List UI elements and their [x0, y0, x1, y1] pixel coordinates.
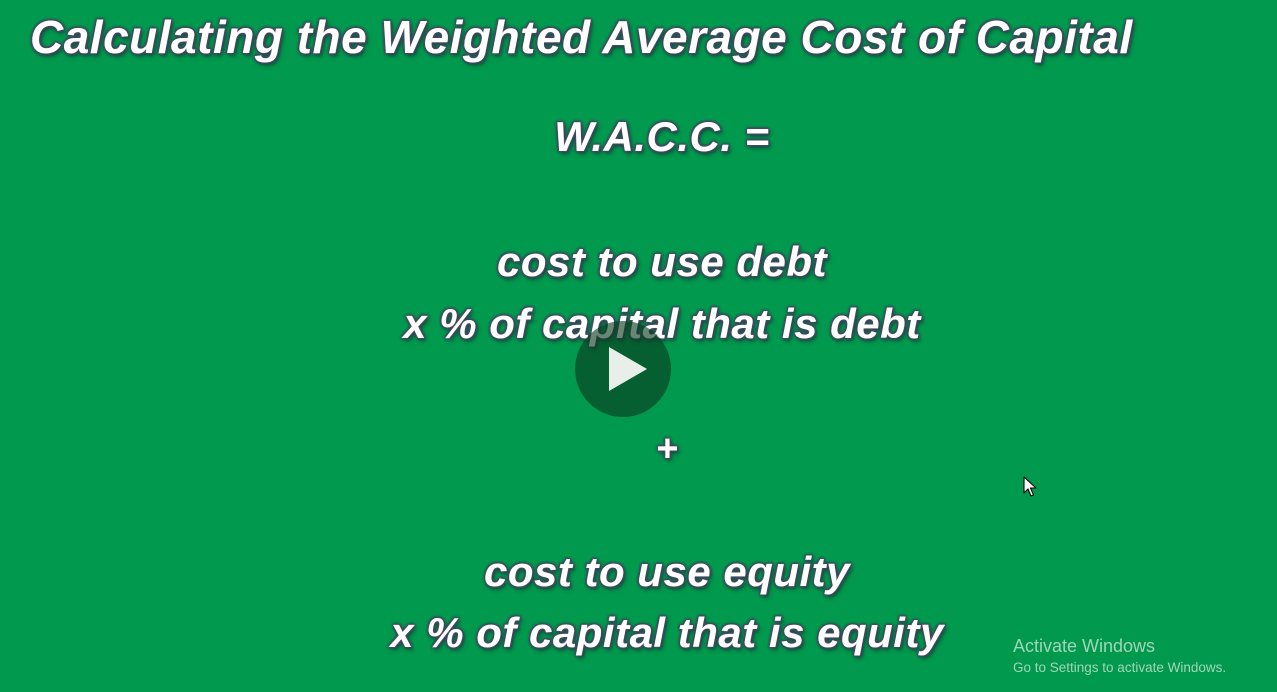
- slide-title: Calculating the Weighted Average Cost of…: [30, 11, 1133, 63]
- play-button[interactable]: [575, 321, 671, 417]
- debt-line-1: cost to use debt: [496, 238, 828, 285]
- play-icon: [609, 347, 647, 391]
- activate-windows-subtext: Go to Settings to activate Windows.: [1013, 660, 1227, 675]
- equity-line-2: x % of capital that is equity: [390, 609, 944, 656]
- plus-operator: +: [655, 428, 679, 470]
- debt-line-2: x % of capital that is debt: [403, 300, 921, 347]
- mouse-pointer-icon: [1023, 476, 1037, 503]
- equation-label: W.A.C.C. =: [554, 113, 770, 160]
- windows-activation-watermark: Activate Windows Go to Settings to activ…: [1013, 636, 1226, 675]
- activate-windows-heading: Activate Windows: [1013, 636, 1156, 656]
- equity-line-1: cost to use equity: [483, 548, 851, 595]
